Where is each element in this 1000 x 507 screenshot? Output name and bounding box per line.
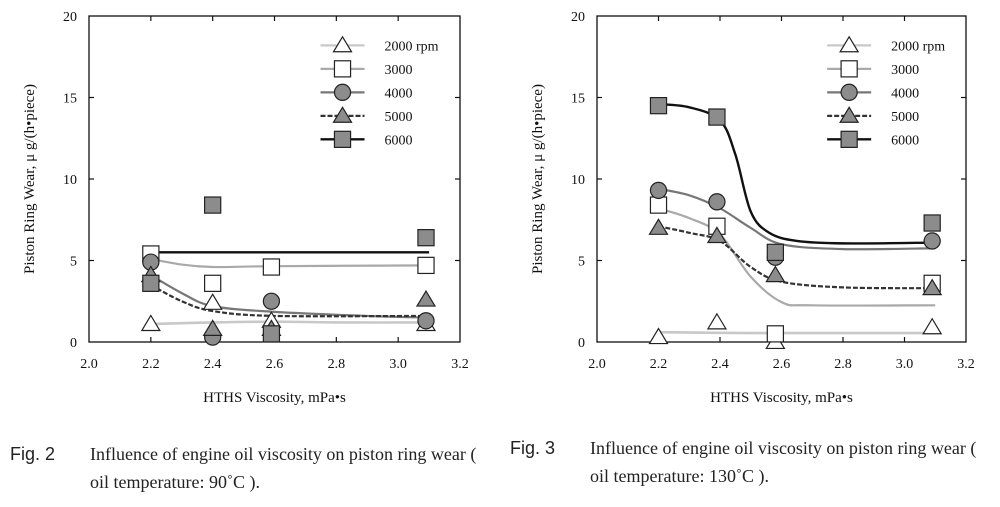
data-point <box>649 196 668 214</box>
legend-label: 3000 <box>891 63 919 78</box>
x-tick-label: 2.0 <box>80 357 98 372</box>
y-tick-label: 20 <box>63 10 77 25</box>
data-point <box>142 274 160 292</box>
caption-fig3: Fig. 3 Influence of engine oil viscosity… <box>510 434 1000 494</box>
data-point <box>648 218 669 235</box>
trend-line <box>658 225 936 290</box>
x-tick-label: 2.8 <box>328 357 346 372</box>
legend-label: 2000 rpm <box>385 39 439 54</box>
data-point <box>766 325 785 343</box>
legend-label: 6000 <box>891 133 919 148</box>
x-axis-label: HTHS Viscosity, mPa•s <box>710 390 853 406</box>
x-tick-label: 3.0 <box>896 357 914 372</box>
data-point <box>262 292 281 310</box>
data-point <box>706 312 727 330</box>
legend-label: 3000 <box>385 63 413 78</box>
y-tick-label: 5 <box>70 255 77 270</box>
legend-label: 4000 <box>385 86 413 101</box>
caption-text: Influence of engine oil viscosity on pis… <box>90 444 477 492</box>
x-axis-label: HTHS Viscosity, mPa•s <box>203 390 346 406</box>
caption-number: Fig. 3 <box>510 438 556 458</box>
data-point <box>140 314 161 332</box>
data-point <box>706 226 727 244</box>
legend-marker <box>333 130 352 148</box>
x-tick-label: 2.2 <box>650 357 668 372</box>
data-point <box>204 274 222 292</box>
x-tick-label: 3.0 <box>389 357 407 372</box>
data-point <box>202 293 223 310</box>
data-point <box>923 214 941 232</box>
y-tick-label: 0 <box>578 336 585 351</box>
data-point <box>649 96 668 115</box>
data-point <box>417 229 435 247</box>
data-point <box>417 312 435 330</box>
trend-line <box>658 330 936 335</box>
legend-label: 5000 <box>385 110 413 125</box>
x-tick-label: 2.0 <box>588 357 606 372</box>
x-tick-label: 2.6 <box>266 357 284 372</box>
legend-label: 2000 rpm <box>891 39 945 54</box>
trend-line <box>658 207 936 307</box>
caption-fig2: Fig. 2 Influence of engine oil viscosity… <box>10 440 500 500</box>
data-point <box>708 193 726 211</box>
caption-number: Fig. 2 <box>10 444 56 464</box>
caption-text: Influence of engine oil viscosity on pis… <box>590 438 977 486</box>
legend-marker <box>839 106 860 123</box>
legend-marker <box>840 83 858 101</box>
legend-marker <box>332 35 353 53</box>
x-tick-label: 3.2 <box>957 357 975 372</box>
y-tick-label: 15 <box>571 92 585 107</box>
y-axis-label: Piston Ring Wear, μ g/(h•piece) <box>22 84 38 274</box>
trend-line <box>150 257 430 269</box>
x-tick-label: 2.4 <box>204 357 222 372</box>
x-tick-label: 2.8 <box>834 357 852 372</box>
data-point <box>923 232 941 250</box>
y-tick-label: 20 <box>571 10 585 25</box>
y-tick-label: 10 <box>63 173 77 188</box>
y-tick-label: 0 <box>70 336 77 351</box>
legend-marker <box>840 130 858 148</box>
y-axis-label: Piston Ring Wear, μ g/(h•piece) <box>530 84 546 274</box>
trend-line <box>658 102 936 245</box>
data-point <box>766 243 785 262</box>
data-point <box>649 181 668 200</box>
legend-marker <box>839 35 860 53</box>
data-point <box>262 258 281 276</box>
x-tick-label: 2.2 <box>142 357 160 372</box>
legend-marker <box>333 83 352 101</box>
data-point <box>648 327 669 345</box>
trend-line <box>150 283 430 318</box>
trend-line <box>658 187 936 251</box>
data-point <box>708 108 726 126</box>
data-point <box>417 256 435 275</box>
y-tick-label: 10 <box>571 173 585 188</box>
y-tick-label: 15 <box>63 92 77 107</box>
data-point <box>202 319 223 336</box>
data-point <box>415 289 437 307</box>
data-point <box>262 325 281 343</box>
data-point <box>765 265 786 283</box>
legend-marker <box>332 106 353 123</box>
data-point <box>922 278 943 296</box>
legend-marker <box>840 60 858 78</box>
x-tick-label: 2.4 <box>711 357 729 372</box>
legend-label: 4000 <box>891 86 919 101</box>
legend-marker <box>333 60 352 78</box>
data-point <box>204 196 222 214</box>
x-tick-label: 2.6 <box>773 357 791 372</box>
x-tick-label: 3.2 <box>451 357 469 372</box>
legend-label: 6000 <box>385 133 413 148</box>
y-tick-label: 5 <box>578 255 585 270</box>
legend-label: 5000 <box>891 110 919 125</box>
data-point <box>922 317 943 335</box>
